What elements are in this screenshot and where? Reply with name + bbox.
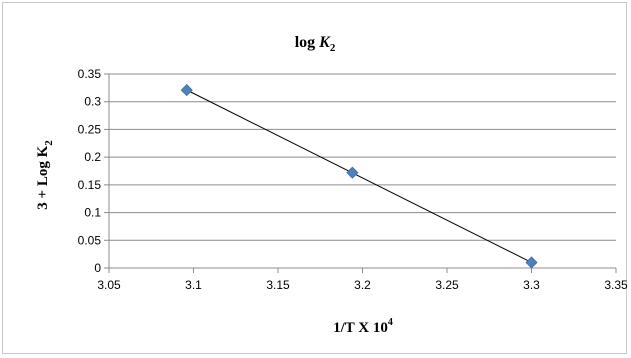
chart-svg: log K2 00.050.10.150.20.250.30.35 3.05 3.… [35, 34, 628, 336]
y-tick-label-0: 0 [94, 261, 101, 275]
y-tick-label-5: 0.25 [78, 122, 102, 136]
x-tick-label-6: 3.35 [604, 278, 628, 292]
x-tick-label-2: 3.15 [266, 278, 290, 292]
trendline-line [186, 89, 532, 263]
x-axis-title: 1/T X 104 [333, 317, 393, 336]
chart-frame: log K2 0 0.05 0.1 0.15 0.2 0.25 0.3 0.35 3.05 3.… [2, 2, 628, 354]
y-tick-label-2: 0.1 [84, 206, 101, 220]
y-axis-title: 3 + Log K2 [35, 140, 55, 210]
data-point-1 [346, 166, 359, 179]
data-points [180, 84, 538, 269]
y-tick-label-3: 0.15 [78, 178, 102, 192]
axes [104, 73, 617, 273]
x-tick-label-4: 3.25 [435, 278, 459, 292]
trendline [186, 89, 532, 263]
data-point-2 [525, 256, 538, 269]
x-tick-label-3: 3.2 [354, 278, 371, 292]
y-tick-label-7: 0.35 [78, 67, 102, 81]
grid-lines [109, 73, 616, 241]
y-tick-label-1: 0.05 [78, 233, 102, 247]
y-tick-label-6: 0.3 [84, 95, 101, 109]
data-point-0 [180, 84, 193, 97]
y-tick-label-4: 0.2 [84, 150, 101, 164]
x-tick-label-5: 3.3 [523, 278, 540, 292]
chart-title: log K2 [295, 34, 336, 54]
x-tick-label-1: 3.1 [185, 278, 202, 292]
x-tick-label-0: 3.05 [97, 278, 121, 292]
x-tick-labels: 3.05 3.1 3.15 3.2 3.25 3.3 3.35 [97, 278, 628, 292]
y-tick-labels: 0 0.05 0.1 0.15 0.2 0.25 0.3 0.35 [78, 67, 102, 275]
